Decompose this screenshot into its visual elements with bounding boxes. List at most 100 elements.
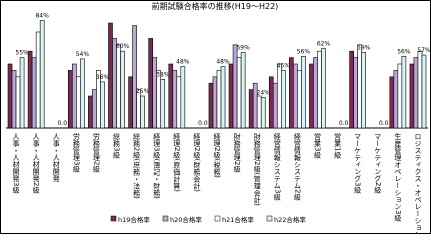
bar [353, 57, 358, 129]
data-label: 84% [35, 12, 49, 19]
bar [27, 50, 33, 129]
legend-label: h20合格率 [170, 215, 202, 224]
bar [19, 57, 25, 129]
x-tick-label: ロジスティクス・オペレーション3級 [414, 133, 422, 234]
bar [156, 70, 162, 129]
legend-swatch [214, 215, 221, 222]
data-label: 62% [317, 41, 331, 48]
data-label: 24% [257, 89, 271, 96]
bar [168, 63, 174, 129]
bar [317, 50, 322, 129]
bar [72, 63, 77, 129]
bar [176, 76, 182, 129]
bar [397, 63, 403, 129]
bar [220, 66, 226, 129]
bar [301, 56, 306, 129]
bar [357, 44, 362, 129]
x-tick-label: 総務2級(庶務・法務) [133, 132, 141, 199]
x-tick-label: 営業1級 [334, 132, 342, 159]
legend-swatch [266, 215, 273, 222]
bar [39, 20, 45, 129]
bar [140, 95, 145, 129]
bar [293, 63, 298, 129]
bar [112, 38, 117, 129]
x-tick-label: 生産管理オペレーション3級 [394, 132, 402, 222]
x-tick-label: 財務管理2級(管理会計) [253, 132, 261, 206]
bar [361, 52, 367, 129]
bar [88, 95, 93, 129]
bar [281, 70, 286, 129]
bar [313, 57, 318, 129]
data-label: 59% [357, 44, 371, 51]
bar [152, 57, 158, 129]
x-tick-label: 経理2級(税務) [213, 132, 221, 178]
bar [67, 70, 73, 129]
x-tick-label: 人事・人材開発3級 [12, 133, 20, 195]
legend-swatch [110, 215, 117, 222]
bar [240, 52, 246, 129]
bar [228, 63, 234, 129]
x-tick-label: 労務管理2級 [92, 132, 100, 173]
x-tick-label: マーケティング3級 [354, 133, 362, 195]
data-label: 56% [297, 48, 311, 55]
bar [15, 76, 21, 129]
x-tick-label: 人事・人材開発2級 [32, 133, 40, 195]
legend-swatch [162, 215, 169, 222]
legend-label: h22合格率 [274, 215, 306, 224]
bar [272, 82, 278, 129]
bar [289, 57, 294, 129]
bar [7, 63, 13, 129]
bar [136, 89, 141, 129]
bar [321, 48, 326, 129]
bar [401, 56, 407, 129]
bar [417, 50, 423, 129]
data-label: 48% [176, 59, 190, 66]
legend-label: h21合格率 [222, 215, 254, 224]
page: {"chart_data": {"type": "bar", "title": … [0, 0, 431, 234]
data-label: 54% [76, 51, 90, 58]
x-tick-label: 経理2級(原価計算) [173, 132, 181, 192]
bar [31, 57, 37, 129]
bar [260, 96, 266, 129]
data-label: 56% [397, 48, 411, 55]
bar [208, 82, 214, 129]
bar [11, 70, 17, 129]
bar [309, 63, 314, 129]
x-tick-label: 営業3級 [313, 132, 321, 159]
bar [35, 31, 41, 129]
bar [389, 76, 395, 129]
bar [236, 57, 242, 129]
x-tick-label: 労務管理3級 [72, 132, 80, 173]
data-label: 0.0 [198, 120, 208, 127]
bar [212, 76, 218, 129]
bar [116, 44, 121, 129]
data-label: 57% [417, 47, 431, 54]
x-tick-label: マーケティング2級 [374, 133, 382, 195]
bar [180, 66, 186, 129]
data-label: 45% [277, 62, 291, 69]
data-label: 0.0 [57, 120, 67, 127]
x-tick-label: 経営情報システム2級 [293, 132, 301, 201]
bar [120, 50, 125, 129]
x-tick-label: 人事・人材開発 [52, 133, 60, 183]
bar [276, 63, 282, 129]
data-label: 55% [15, 50, 29, 57]
bar [349, 50, 354, 129]
chart: 前期試験合格率の推移(H19～H22) 55% 人事・人材開発3級 84% 人事・人材… [0, 0, 431, 234]
x-tick-label: 経理2級(財務会計) [193, 132, 201, 192]
bar [128, 76, 133, 129]
bar [297, 70, 302, 129]
data-label: 25% [136, 88, 150, 95]
bar [100, 81, 105, 129]
bar [108, 22, 113, 129]
bar [76, 76, 81, 129]
bar [421, 54, 427, 129]
data-label: 0.0 [379, 120, 389, 127]
bar [268, 76, 274, 129]
bar [172, 70, 178, 129]
bar [216, 70, 222, 129]
data-label: 59% [236, 44, 250, 51]
data-label: 60% [116, 43, 130, 50]
legend-label: h19合格率 [118, 215, 150, 224]
x-tick-label: 財務管理2級 [233, 132, 241, 173]
